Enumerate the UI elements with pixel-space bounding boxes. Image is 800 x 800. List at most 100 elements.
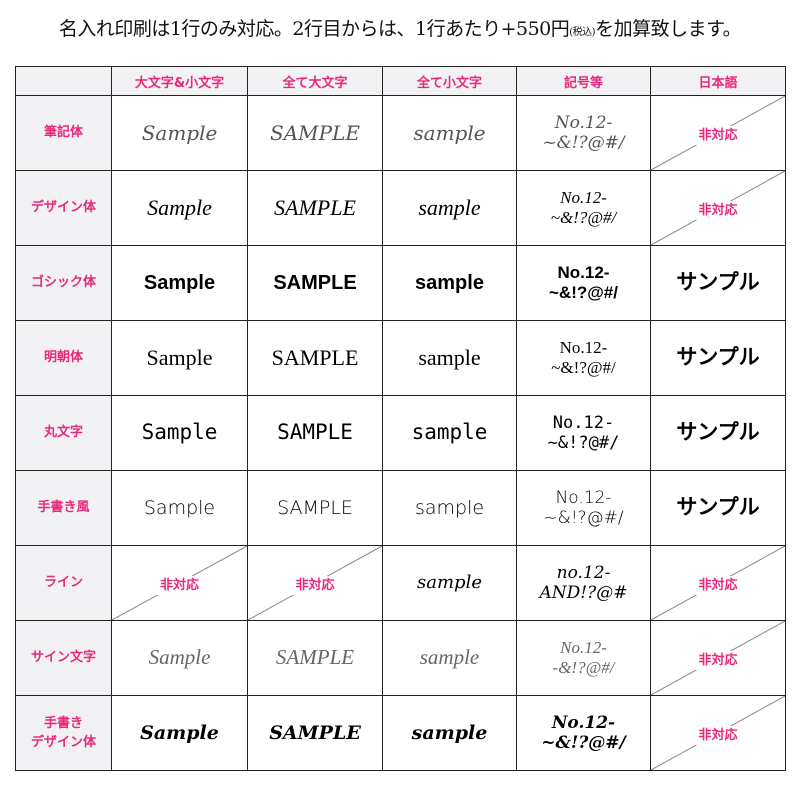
sample-text: Sample	[147, 194, 212, 220]
table-row: 手書き デザイン体 Sample SAMPLE sample No.12- ~&!?@#…	[15, 695, 786, 771]
row-label: ゴシック体	[15, 245, 112, 321]
sample-text: Sample	[143, 496, 216, 519]
font-sample-cell: Sample	[111, 320, 248, 396]
font-sample-cell: No.12- ~&!?@#/	[516, 395, 651, 471]
header-row: 大文字&小文字 全て大文字 全て小文字 記号等 日本語	[15, 66, 786, 96]
font-sample-cell: sample	[382, 395, 517, 471]
font-sample-cell: No.12- ~&!?@#/	[516, 95, 651, 171]
sample-text: SAMPLE	[275, 645, 355, 670]
page-title: 名入れ印刷は1行のみ対応。2行目からは、1行あたり+550円(税込)を加算致しま…	[0, 14, 800, 41]
font-sample-cell: sample	[382, 470, 517, 546]
sample-text: No.12- -&!?@#/	[552, 637, 615, 677]
font-sample-cell: sample	[382, 170, 517, 246]
column-header	[15, 66, 112, 96]
font-sample-cell: Sample	[111, 695, 248, 771]
sample-text: SAMPLE	[269, 721, 361, 744]
column-header: 全て大文字	[247, 66, 383, 96]
row-label: 筆記体	[15, 95, 112, 171]
font-sample-cell: No.12- ~&!?@#/	[516, 470, 651, 546]
sample-text: Sample	[146, 344, 213, 370]
sample-text: SAMPLE	[277, 420, 353, 445]
font-sample-cell: No.12- ~&!?@#/	[516, 695, 651, 771]
font-sample-cell: SAMPLE	[247, 320, 383, 396]
row-label: サイン文字	[15, 620, 112, 696]
table-row: 丸文字 Sample SAMPLE sample No.12- ~&!?@#/ サンプル	[15, 395, 786, 471]
unsupported-label: 非対応	[695, 575, 741, 595]
font-sample-cell: サンプル	[650, 395, 786, 471]
row-label: デザイン体	[15, 170, 112, 246]
column-header: 日本語	[650, 66, 786, 96]
font-sample-cell: sample	[382, 545, 517, 621]
sample-text: SAMPLE	[270, 121, 360, 145]
sample-text: No.12- ~&!?@#/	[547, 412, 620, 453]
font-sample-cell: Sample	[111, 245, 248, 321]
sample-text: sample	[413, 121, 486, 145]
row-label: 丸文字	[15, 395, 112, 471]
unsupported-cell: 非対応	[247, 545, 383, 621]
sample-text: SAMPLE	[274, 194, 356, 220]
unsupported-cell: 非対応	[650, 695, 786, 771]
table-row: ライン 非対応 非対応 sample no.12- AND!?@# 非対応	[15, 545, 786, 621]
sample-text: SAMPLE	[277, 496, 353, 519]
sample-text: sample	[415, 272, 484, 294]
font-sample-cell: SAMPLE	[247, 620, 383, 696]
font-sample-cell: SAMPLE	[247, 395, 383, 471]
sample-text: Sample	[141, 121, 218, 145]
font-sample-cell: Sample	[111, 620, 248, 696]
sample-text: Sample	[148, 645, 211, 670]
font-sample-cell: Sample	[111, 470, 248, 546]
sample-text: sample	[417, 572, 482, 594]
sample-text: Sample	[143, 272, 216, 294]
font-sample-cell: サンプル	[650, 320, 786, 396]
table-row: ゴシック体 Sample SAMPLE sample No.12- ~&!?@#/ サンプ…	[15, 245, 786, 321]
font-sample-cell: No.12- ~&!?@#/	[516, 320, 651, 396]
font-sample-cell: No.12- ~&!?@#/	[516, 245, 651, 321]
font-sample-cell: サンプル	[650, 470, 786, 546]
font-sample-cell: SAMPLE	[247, 470, 383, 546]
row-label: ライン	[15, 545, 112, 621]
unsupported-cell: 非対応	[650, 170, 786, 246]
sample-text: Sample	[140, 721, 219, 744]
unsupported-cell: 非対応	[111, 545, 248, 621]
font-sample-cell: sample	[382, 95, 517, 171]
font-sample-cell: SAMPLE	[247, 95, 383, 171]
title-tail: を加算致します。	[595, 18, 742, 40]
sample-text: No.12- ~&!?@#/	[550, 187, 617, 227]
title-main: 名入れ印刷は1行のみ対応。2行目からは、1行あたり+550円	[58, 18, 570, 40]
sample-text: Sample	[141, 420, 218, 445]
font-sample-cell: sample	[382, 695, 517, 771]
sample-text: sample	[411, 721, 488, 744]
unsupported-cell: 非対応	[650, 95, 786, 171]
sample-text: No.12- ~&!?@#/	[542, 112, 625, 153]
sample-text: SAMPLE	[271, 344, 359, 370]
font-sample-cell: sample	[382, 320, 517, 396]
unsupported-label: 非対応	[695, 650, 741, 670]
row-label: 明朝体	[15, 320, 112, 396]
sample-text: sample	[418, 194, 481, 220]
sample-text: No.12- ~&!?@#/	[551, 337, 616, 377]
sample-text: sample	[419, 645, 480, 670]
sample-text: No.12- ~&!?@#/	[541, 712, 626, 753]
font-sample-cell: SAMPLE	[247, 170, 383, 246]
unsupported-cell: 非対応	[650, 620, 786, 696]
column-header: 大文字&小文字	[111, 66, 248, 96]
unsupported-label: 非対応	[292, 575, 338, 595]
unsupported-label: 非対応	[695, 725, 741, 745]
row-label: 手書き風	[15, 470, 112, 546]
sample-text: サンプル	[676, 495, 760, 520]
font-sample-cell: Sample	[111, 95, 248, 171]
font-sample-cell: SAMPLE	[247, 695, 383, 771]
sample-text: sample	[411, 420, 488, 445]
font-sample-cell: No.12- -&!?@#/	[516, 620, 651, 696]
font-sample-cell: no.12- AND!?@#	[516, 545, 651, 621]
font-sample-cell: サンプル	[650, 245, 786, 321]
font-sample-cell: sample	[382, 245, 517, 321]
title-tax-note: (税込)	[569, 27, 596, 38]
font-sample-cell: sample	[382, 620, 517, 696]
font-sample-cell: Sample	[111, 170, 248, 246]
sample-text: サンプル	[676, 271, 760, 295]
table-row: デザイン体 Sample SAMPLE sample No.12- ~&!?@#/ 非対応	[15, 170, 786, 246]
sample-text: sample	[414, 496, 485, 519]
unsupported-cell: 非対応	[650, 545, 786, 621]
table-row: 手書き風 Sample SAMPLE sample No.12- ~&!?@#/ サンプル	[15, 470, 786, 546]
